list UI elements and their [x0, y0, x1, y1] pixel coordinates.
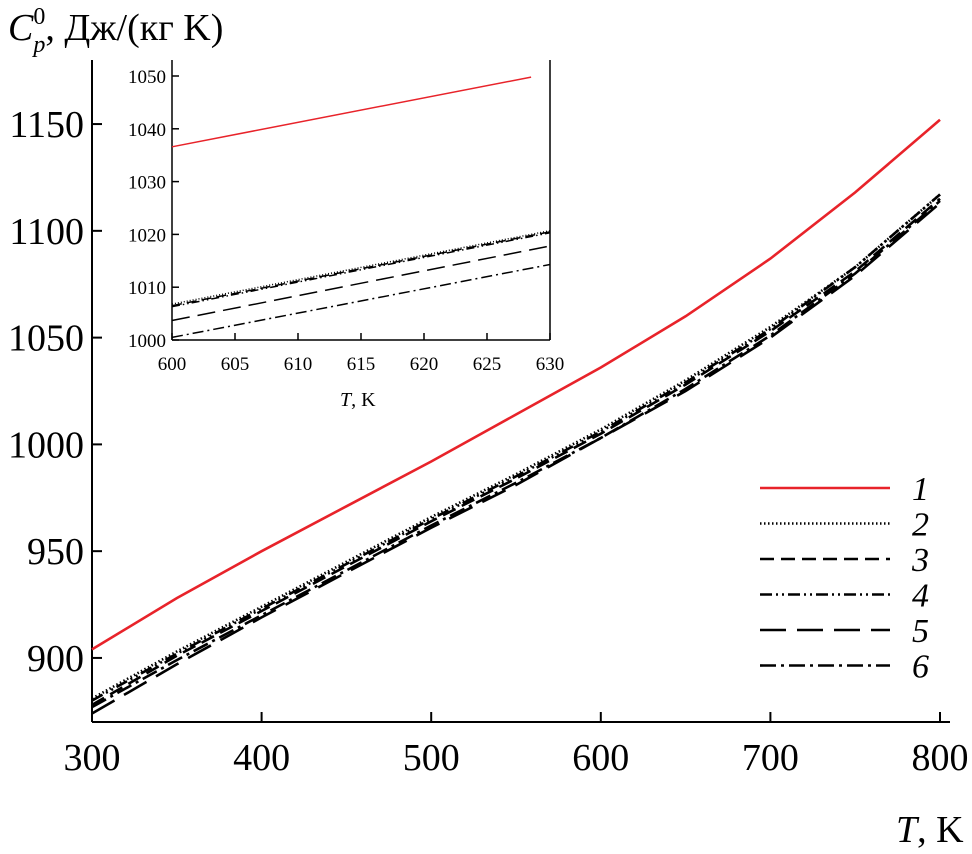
legend-label-4: 4 — [912, 578, 929, 615]
inset-x-axis-label: T, K — [340, 389, 376, 411]
main-x-tick-label: 400 — [233, 737, 290, 779]
inset-y-tick-label: 1030 — [128, 173, 166, 194]
inset-x-tick-label: 600 — [158, 354, 187, 375]
inset-series-3-line — [171, 231, 551, 307]
main-y-tick-label: 900 — [27, 638, 84, 680]
main-series-6-line — [91, 199, 941, 709]
main-y-tick-label: 950 — [27, 531, 84, 573]
main-y-tick-label: 1050 — [8, 318, 84, 360]
main-series-3-line — [91, 197, 941, 707]
inset-series-6-line — [171, 263, 551, 339]
inset-x-tick-label: 610 — [284, 354, 313, 375]
main-x-tick-label: 800 — [912, 737, 969, 779]
main-series-5-line — [91, 202, 941, 715]
inset-x-tick-label: 630 — [536, 354, 565, 375]
main-x-tick-label: 600 — [572, 737, 629, 779]
legend-label-6: 6 — [912, 649, 929, 686]
inset-x-tick-label: 625 — [473, 354, 502, 375]
inset-y-tick-label: 1040 — [128, 120, 166, 141]
main-series-4-line — [91, 193, 941, 702]
inset-y-tick-label: 1050 — [128, 67, 166, 88]
inset-series-5-line — [171, 245, 551, 322]
main-x-tick-label: 500 — [403, 737, 460, 779]
inset-x-tick-label: 605 — [221, 354, 250, 375]
inset-y-tick-label: 1010 — [128, 278, 166, 299]
inset-y-tick-label: 1020 — [128, 225, 166, 246]
main-y-tick-label: 1000 — [8, 424, 84, 466]
inset-ticks: 600 605 610 615 620 625 630 1000 1010 1020 1030 104… — [128, 67, 564, 375]
main-x-tick-label: 300 — [64, 737, 121, 779]
inset-series-1-line — [171, 76, 532, 148]
legend-label-1: 1 — [912, 471, 929, 508]
main-series — [91, 118, 941, 715]
inset-series-4-line — [171, 232, 551, 308]
main-ticks: 300 400 500 600 700 800 900 950 1000 1050 1100 1150 — [8, 104, 969, 779]
main-x-axis-label: T, K — [896, 809, 964, 851]
inset-axes — [171, 60, 551, 341]
inset-x-tick-label: 615 — [347, 354, 376, 375]
main-y-tick-label: 1150 — [9, 104, 84, 146]
legend-label-5: 5 — [912, 613, 929, 650]
main-series-1-line — [91, 118, 941, 651]
inset-series — [171, 76, 551, 339]
main-series-2-line — [91, 193, 941, 700]
main-axes — [91, 60, 950, 723]
main-y-tick-label: 1100 — [9, 211, 84, 253]
inset-y-tick-label: 1000 — [128, 331, 166, 352]
main-x-tick-label: 700 — [742, 737, 799, 779]
legend-label-3: 3 — [911, 542, 929, 579]
inset-x-tick-label: 620 — [410, 354, 439, 375]
main-y-axis-label: Cp0, Дж/(кг K) — [8, 4, 223, 58]
legend-label-2: 2 — [912, 507, 929, 544]
inset-series-2-line — [171, 229, 551, 305]
